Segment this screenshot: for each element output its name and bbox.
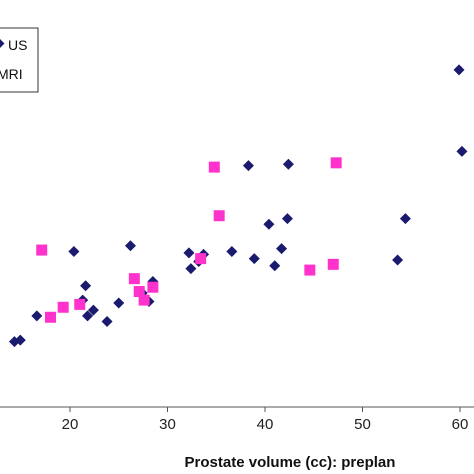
data-point-mri-9 bbox=[208, 161, 220, 173]
legend-marker-us bbox=[0, 39, 5, 48]
x-tick-label-40: 40 bbox=[257, 416, 274, 433]
data-point-us-27 bbox=[399, 213, 411, 225]
data-point-us-6 bbox=[82, 310, 94, 322]
data-point-us-15 bbox=[185, 263, 197, 275]
data-point-mri-2 bbox=[57, 301, 69, 313]
legend-box bbox=[0, 27, 39, 93]
data-point-us-1 bbox=[14, 334, 26, 346]
data-point-mri-1 bbox=[45, 311, 56, 323]
data-point-mri-6 bbox=[138, 294, 150, 306]
data-point-us-21 bbox=[263, 218, 275, 230]
data-point-mri-13 bbox=[330, 157, 342, 169]
data-point-us-9 bbox=[113, 297, 125, 309]
data-point-us-20 bbox=[248, 253, 260, 265]
x-tick-label-30: 30 bbox=[159, 416, 176, 433]
data-point-us-2 bbox=[31, 310, 43, 322]
data-point-mri-0 bbox=[36, 244, 48, 256]
data-point-mri-10 bbox=[213, 210, 225, 222]
data-point-us-7 bbox=[87, 304, 99, 316]
data-point-mri-11 bbox=[304, 264, 316, 276]
data-point-us-14 bbox=[183, 247, 195, 259]
x-tick-label-60: 60 bbox=[452, 416, 469, 433]
data-point-mri-5 bbox=[133, 286, 145, 298]
legend-label-mri: MRI bbox=[0, 66, 23, 82]
data-point-mri-7 bbox=[147, 281, 159, 293]
data-point-mri-3 bbox=[74, 298, 86, 310]
data-point-mri-12 bbox=[327, 258, 339, 270]
data-point-us-22 bbox=[269, 260, 281, 272]
data-point-us-24 bbox=[281, 213, 293, 225]
legend: US MRI bbox=[0, 27, 39, 93]
data-point-us-23 bbox=[276, 243, 288, 255]
data-point-us-25 bbox=[282, 158, 294, 170]
data-points bbox=[8, 64, 468, 348]
x-tick-label-50: 50 bbox=[354, 416, 371, 433]
data-point-us-10 bbox=[124, 240, 136, 252]
x-tick-label-20: 20 bbox=[62, 416, 79, 433]
x-axis-title: Prostate volume (cc): preplan bbox=[185, 454, 396, 471]
data-point-mri-4 bbox=[128, 273, 140, 285]
x-axis-ticks: 20 30 40 50 60 bbox=[62, 407, 469, 433]
data-point-us-8 bbox=[101, 316, 113, 328]
data-point-us-28 bbox=[453, 64, 465, 76]
data-point-us-5 bbox=[80, 280, 92, 292]
data-point-us-19 bbox=[242, 160, 254, 172]
data-point-us-26 bbox=[392, 254, 404, 266]
data-point-us-3 bbox=[68, 245, 80, 257]
data-point-us-18 bbox=[226, 245, 238, 257]
plot-area: 20 30 40 50 60 bbox=[0, 64, 474, 433]
data-point-mri-8 bbox=[195, 253, 207, 265]
legend-label-us: US bbox=[8, 37, 27, 53]
data-point-us-29 bbox=[456, 145, 468, 157]
